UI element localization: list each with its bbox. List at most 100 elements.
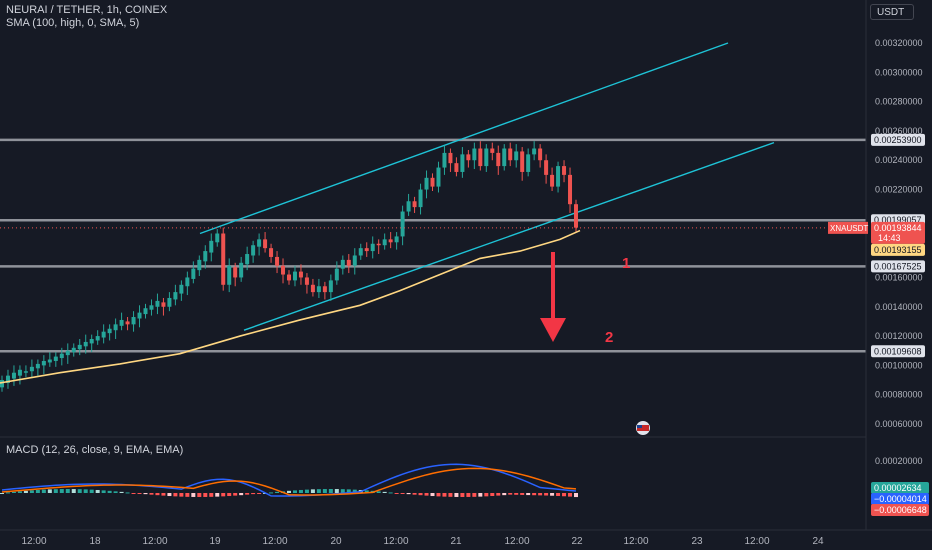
macd-bar: [215, 493, 220, 497]
macd-bar: [406, 493, 411, 495]
price-tick-label: 0.00120000: [875, 331, 923, 341]
candle-body: [107, 328, 112, 334]
macd-bar: [382, 491, 387, 493]
candle-body: [538, 148, 543, 161]
macd-bar: [556, 493, 561, 496]
macd-bar: [340, 489, 345, 493]
candle-body: [364, 248, 369, 252]
candle-body: [83, 341, 88, 347]
macd-bar: [119, 491, 124, 493]
candle-body: [275, 256, 280, 266]
macd-bar: [89, 489, 94, 493]
macd-bar: [562, 493, 567, 497]
candle-body: [269, 248, 274, 257]
macd-bar: [544, 493, 549, 496]
macd-bar: [143, 493, 148, 495]
candle-body: [412, 201, 417, 208]
macd-bar: [496, 493, 501, 496]
macd-value-tag-label: −0.00004014: [874, 494, 927, 504]
macd-tick-label: 0.00020000: [875, 456, 923, 466]
candle-body: [358, 248, 363, 256]
macd-bar: [388, 492, 393, 494]
macd-bar: [101, 490, 106, 493]
candle-body: [5, 375, 10, 383]
macd-bar: [203, 493, 208, 497]
macd-bar: [113, 491, 118, 493]
annotation-1: 1: [622, 255, 630, 272]
candle-body: [520, 151, 525, 172]
signal-value-tag-label: −0.00006648: [874, 505, 927, 515]
macd-bar: [71, 489, 76, 493]
time-tick-label: 23: [691, 536, 703, 547]
candle-body: [544, 160, 549, 175]
candle-body: [466, 154, 471, 161]
candle-body: [47, 359, 52, 363]
candle-body: [448, 152, 453, 164]
macd-bar: [197, 493, 202, 497]
candle-body: [143, 308, 148, 315]
symbol-title[interactable]: NEURAI / TETHER, 1h, COINEX: [6, 4, 168, 16]
candle-body: [173, 292, 178, 300]
candle-body: [119, 319, 124, 326]
candle-body: [496, 152, 501, 167]
candle-body: [137, 312, 142, 319]
macd-bar: [394, 493, 399, 494]
time-axis[interactable]: 12:00 18 12:00 19 12:00 20 12:00 21 12:00 22 12:00…: [21, 536, 824, 547]
candle-body: [472, 148, 477, 161]
candle-body: [101, 331, 106, 338]
candle-body: [263, 239, 268, 249]
macd-bar: [334, 489, 339, 493]
candle-body: [550, 174, 555, 187]
macd-bar: [310, 489, 315, 493]
macd-bar: [65, 489, 70, 493]
macd-bar: [304, 489, 309, 493]
macd-bar: [352, 489, 357, 493]
time-tick-label: 12:00: [142, 536, 167, 547]
price-tick-label: 0.00080000: [875, 390, 923, 400]
level-tag-label: 0.00199057: [874, 215, 922, 225]
macd-bar: [436, 493, 441, 497]
macd-bar: [191, 493, 196, 497]
price-axis[interactable]: 0.00320000 0.00300000 0.00280000 0.00260000…: [875, 38, 923, 429]
macd-histogram-tag-label: 0.00002634: [874, 483, 922, 493]
candle-body: [53, 356, 58, 361]
time-tick-label: 12:00: [504, 536, 529, 547]
candle-body: [388, 239, 393, 243]
price-tick-label: 0.00160000: [875, 272, 923, 282]
price-tick-label: 0.00140000: [875, 302, 923, 312]
macd-bar: [83, 489, 88, 493]
candle-body: [574, 204, 578, 228]
macd-bar: [59, 489, 64, 493]
candle-body: [149, 305, 154, 310]
candle-body: [508, 148, 513, 161]
candle-body: [430, 177, 435, 187]
candle-body: [346, 259, 351, 266]
macd-bar: [478, 493, 483, 497]
sma-line: [0, 229, 581, 384]
flag-icon[interactable]: [636, 421, 650, 435]
candle-body: [59, 353, 64, 359]
candle-body: [233, 267, 238, 278]
candle-body: [95, 336, 100, 341]
currency-button[interactable]: USDT: [870, 4, 914, 20]
candle-body: [376, 243, 381, 246]
candle-body: [370, 243, 375, 252]
macd-bar: [131, 493, 136, 494]
macd-bar: [454, 493, 459, 497]
macd-bar: [239, 493, 244, 496]
macd-bar: [412, 493, 417, 495]
channel-line: [199, 42, 729, 235]
candle-body: [113, 324, 118, 331]
macd-bar: [245, 493, 250, 495]
candle-body: [185, 277, 190, 287]
macd-bar: [251, 493, 256, 495]
candle-body: [239, 262, 244, 278]
candle-body: [215, 233, 220, 243]
sma-legend[interactable]: SMA (100, high, 0, SMA, 5): [6, 17, 140, 29]
candle-body: [406, 201, 411, 212]
time-tick-label: 20: [330, 536, 342, 547]
time-tick-label: 12:00: [262, 536, 287, 547]
macd-legend[interactable]: MACD (12, 26, close, 9, EMA, EMA): [6, 444, 184, 456]
